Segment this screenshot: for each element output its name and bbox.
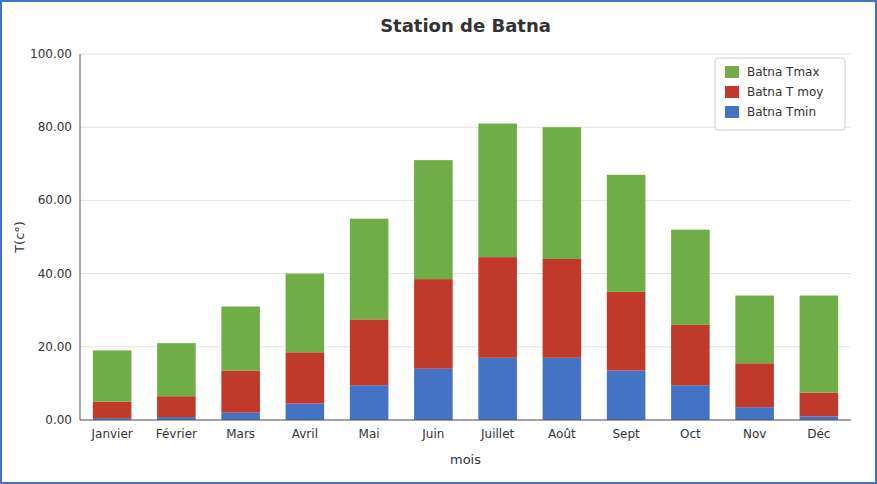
- bar-segment: [607, 371, 646, 420]
- legend-swatch: [725, 86, 739, 98]
- bar-segment: [478, 124, 517, 258]
- x-tick-label: Mai: [359, 427, 380, 441]
- legend-label: Batna T moy: [747, 85, 823, 99]
- bar-segment: [607, 292, 646, 371]
- y-axis: 0.00 20.00 40.00 60.00 80.00 100.00: [30, 47, 72, 427]
- x-tick-label: Août: [548, 427, 576, 441]
- bar-segment: [157, 343, 196, 396]
- grid: [80, 54, 851, 420]
- legend-swatch: [725, 66, 739, 78]
- legend-box: [715, 58, 845, 130]
- bar-segment: [543, 358, 582, 420]
- x-tick-label: Avril: [292, 427, 318, 441]
- legend-swatch: [725, 106, 739, 118]
- bar-segment: [478, 358, 517, 420]
- bar-segment: [414, 279, 453, 369]
- bar-segment: [671, 385, 710, 420]
- grid-line: [80, 273, 851, 274]
- bar-segment: [221, 413, 260, 420]
- bar-segment: [93, 402, 132, 418]
- x-axis: Janvier Février Mars Avril Mai Juin Juillet Aoû…: [91, 427, 831, 441]
- title: Station de Batna: [380, 15, 551, 36]
- x-axis-line: [80, 420, 851, 421]
- bar-segment: [800, 393, 839, 417]
- bar-segment: [93, 350, 132, 401]
- x-tick-label: Juillet: [480, 427, 515, 441]
- y-tick-label: 80.00: [38, 120, 72, 134]
- bar-segment: [800, 296, 839, 393]
- y-tick-label: 0.00: [45, 413, 72, 427]
- y-tick-label: 100.00: [30, 47, 72, 61]
- x-tick-label: Sept: [612, 427, 640, 441]
- x-tick-label: Nov: [743, 427, 766, 441]
- chart: 0.00 20.00 40.00 60.00 80.00 100.00 Janvier Fév…: [2, 2, 875, 482]
- bars: [93, 124, 838, 420]
- x-tick-label: Déc: [807, 427, 830, 441]
- bar-segment: [350, 219, 389, 320]
- x-axis-label: mois: [450, 452, 481, 467]
- grid-line: [80, 54, 851, 55]
- bar-segment: [607, 175, 646, 292]
- bar-segment: [735, 363, 774, 407]
- bar-segment: [735, 296, 774, 364]
- x-tick-label: Mars: [226, 427, 255, 441]
- bar-segment: [414, 369, 453, 420]
- bar-segment: [350, 319, 389, 385]
- y-tick-label: 60.00: [38, 193, 72, 207]
- x-tick-label: Février: [156, 427, 197, 441]
- y-tick-label: 20.00: [38, 340, 72, 354]
- bar-segment: [221, 371, 260, 413]
- x-tick-label: Janvier: [91, 427, 133, 441]
- x-tick-label: Oct: [680, 427, 701, 441]
- grid-line: [80, 200, 851, 201]
- bar-segment: [800, 416, 839, 420]
- bar-segment: [735, 407, 774, 420]
- bar-segment: [543, 259, 582, 358]
- bar-segment: [414, 160, 453, 279]
- legend-label: Batna Tmin: [747, 105, 816, 119]
- grid-line: [80, 420, 851, 421]
- bar-segment: [671, 325, 710, 385]
- bar-segment: [157, 396, 196, 417]
- x-tick-label: Juin: [421, 427, 444, 441]
- bar-segment: [350, 385, 389, 420]
- y-axis-line: [80, 54, 81, 420]
- y-axis-label: T(c°): [12, 221, 27, 254]
- bar-segment: [671, 230, 710, 325]
- y-tick-label: 40.00: [38, 267, 72, 281]
- bar-segment: [478, 257, 517, 358]
- legend: Batna Tmax Batna T moy Batna Tmin: [715, 58, 845, 130]
- legend-label: Batna Tmax: [747, 65, 820, 79]
- figure-frame: 0.00 20.00 40.00 60.00 80.00 100.00 Janvier Fév…: [0, 0, 877, 484]
- bar-segment: [221, 307, 260, 371]
- bar-segment: [286, 274, 325, 353]
- bar-segment: [543, 127, 582, 259]
- bar-segment: [286, 404, 325, 420]
- bar-segment: [286, 352, 325, 403]
